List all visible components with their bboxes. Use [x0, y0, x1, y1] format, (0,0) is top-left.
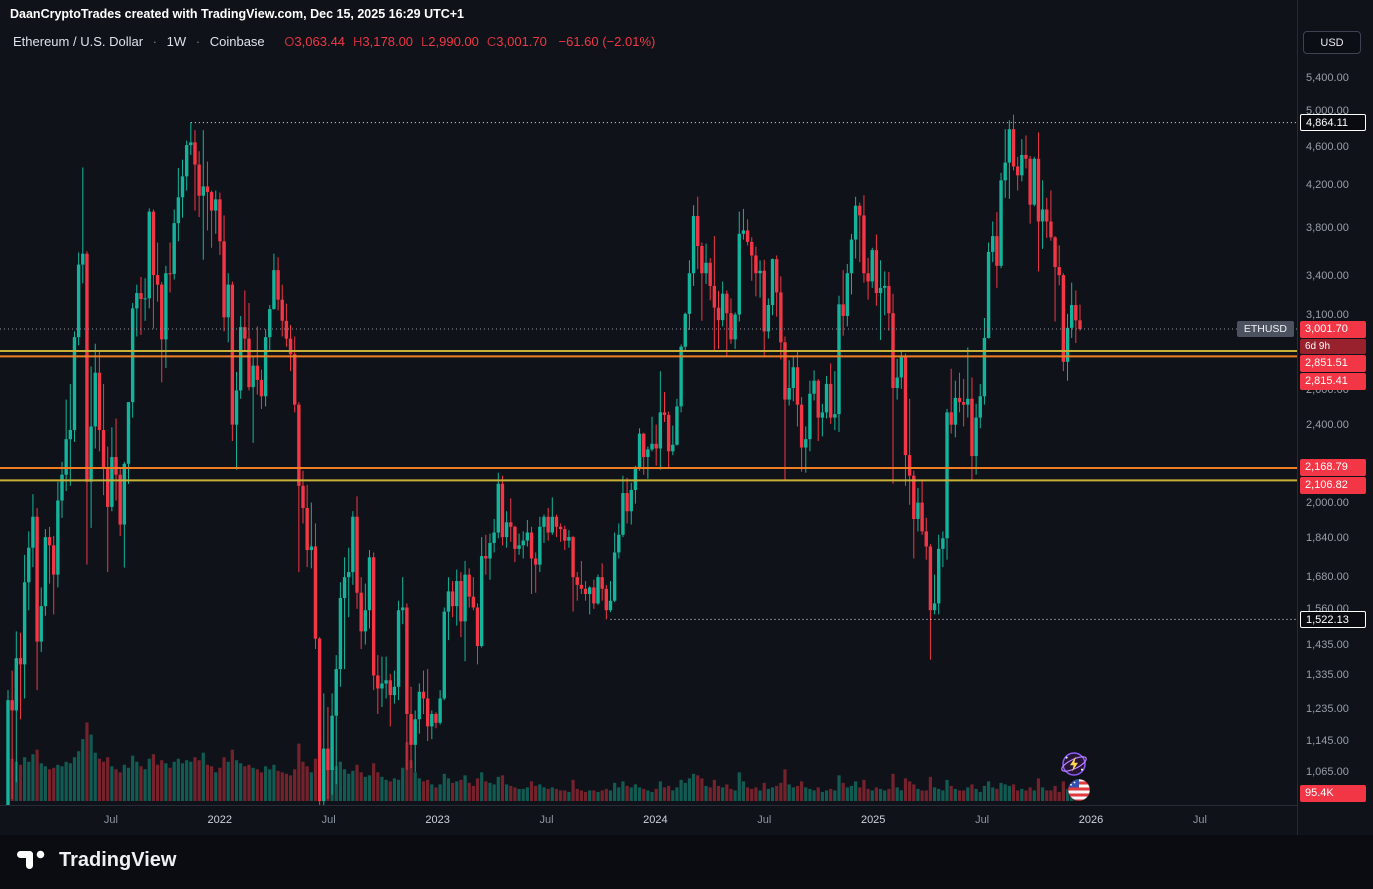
chart-drawings[interactable] [0, 122, 1297, 620]
close-value: 3,001.70 [496, 34, 547, 49]
price-tick-1435: 1,435.00 [1306, 638, 1349, 651]
time-label-jul-66: Jul [1192, 814, 1207, 826]
price-tick-4600: 4,600.00 [1306, 140, 1349, 153]
time-label-2024-36: 2024 [643, 814, 668, 826]
exchange-label[interactable]: Coinbase [209, 34, 265, 49]
time-label-jul-30: Jul [539, 814, 554, 826]
axis-badge-210682: 2,106.82 [1300, 477, 1366, 495]
symbol-title[interactable]: Ethereum / U.S. Dollar [13, 34, 144, 49]
tradingview-logo-icon [17, 850, 45, 869]
price-change: −61.60 (−2.01%) [558, 34, 656, 49]
flag-ball-sticker-icon[interactable] [1066, 777, 1092, 803]
axis-badge-300170: 3,001.70 [1300, 320, 1366, 338]
close-label: C [486, 34, 497, 49]
footer-bar: TradingView [0, 835, 1373, 889]
time-label-jul-42: Jul [757, 814, 772, 826]
low-value: 2,990.00 [428, 34, 479, 49]
price-tick-1335: 1,335.00 [1306, 669, 1349, 682]
timeframe-label[interactable]: 1W [166, 34, 187, 49]
price-tick-5400: 5,400.00 [1306, 71, 1349, 84]
price-tick-1235: 1,235.00 [1306, 702, 1349, 715]
time-label-jul-18: Jul [321, 814, 336, 826]
high-label: H [353, 34, 363, 49]
price-tick-2400: 2,400.00 [1306, 418, 1349, 431]
separator-dot: · [152, 34, 158, 49]
open-value: 3,063.44 [294, 34, 346, 49]
time-label-jul-54: Jul [975, 814, 990, 826]
price-tick-2000: 2,000.00 [1306, 496, 1349, 509]
axis-badge-216879: 2,168.79 [1300, 459, 1366, 477]
time-label-2023-24: 2023 [425, 814, 450, 826]
time-label-2025-48: 2025 [860, 814, 886, 826]
ohlc-values: O3,063.44 H3,178.00 L2,990.00 C3,001.70 [276, 34, 547, 49]
price-tick-3800: 3,800.00 [1306, 222, 1349, 235]
time-label-2022-12: 2022 [207, 814, 233, 826]
price-tick-3100: 3,100.00 [1306, 309, 1349, 322]
currency-toggle-button[interactable]: USD [1303, 31, 1361, 54]
energy-sticker-icon[interactable] [1059, 749, 1089, 779]
axis-badge-281541: 2,815.41 [1300, 372, 1366, 390]
chart-pane[interactable]: DaanCryptoTrades created with TradingVie… [0, 0, 1297, 805]
axis-badge-486411: 4,864.11 [1300, 114, 1366, 132]
open-label: O [284, 34, 295, 49]
price-axis[interactable]: USD 5,400.00 5,000.00 4,600.00 4,200.00 3,80… [1297, 0, 1373, 835]
symbol-info-row: Ethereum / U.S. Dollar · 1W · Coinbase O… [13, 34, 655, 49]
time-axis[interactable]: Jul 2022 Jul 2023 Jul 2024 Jul 2025 Jul 2026 Jul [0, 805, 1297, 835]
price-tick-1145: 1,145.00 [1306, 735, 1349, 748]
candlestick-series [6, 114, 1082, 805]
low-label: L [421, 34, 429, 49]
price-tick-5000: 5,000.00 [1306, 104, 1349, 117]
volume-series [6, 722, 1082, 801]
high-value: 3,178.00 [362, 34, 414, 49]
axis-badge-954K: 95.4K [1300, 784, 1366, 802]
axis-badge-152213: 1,522.13 [1300, 610, 1366, 628]
price-chart-canvas[interactable] [0, 0, 1297, 805]
price-tick-4200: 4,200.00 [1306, 179, 1349, 192]
price-tick-1840: 1,840.00 [1306, 532, 1349, 545]
axis-badge-6d9h: 6d 9h [1300, 338, 1366, 354]
separator-dot: · [195, 34, 201, 49]
time-label-2026-60: 2026 [1078, 814, 1104, 826]
price-tick-1680: 1,680.00 [1306, 571, 1349, 584]
tradingview-logo[interactable]: TradingView [16, 847, 176, 873]
symbol-price-tag: ETHUSD [1236, 321, 1294, 338]
tradingview-brand-text: TradingView [59, 848, 177, 871]
price-tick-3400: 3,400.00 [1306, 269, 1349, 282]
axis-badge-285151: 2,851.51 [1300, 354, 1366, 372]
price-tick-1065: 1,065.00 [1306, 766, 1349, 779]
time-label-jul-6: Jul [103, 814, 118, 826]
attribution-text: DaanCryptoTrades created with TradingVie… [10, 7, 465, 21]
